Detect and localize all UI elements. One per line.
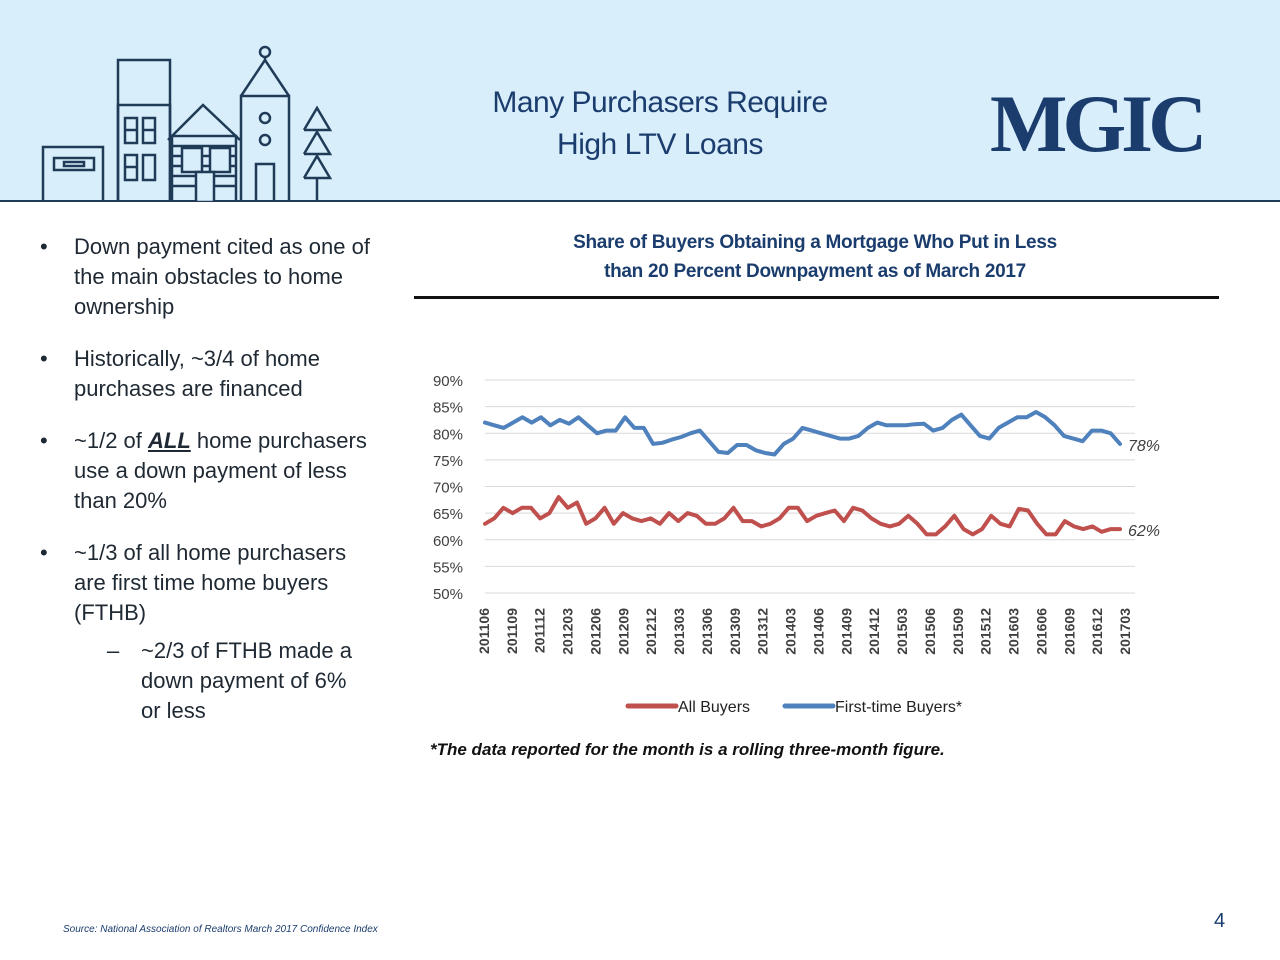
chart-header-line-1: Share of Buyers Obtaining a Mortgage Who…	[573, 232, 1057, 253]
series-end-label: 62%	[1128, 523, 1160, 540]
bullet-item: • ~1/3 of all home purchasers are first …	[40, 538, 370, 726]
bullet-item: • Historically, ~3/4 of home purchases a…	[40, 344, 370, 404]
bullet-text-pre: ~1/2 of	[74, 428, 149, 453]
y-tick-label: 50%	[433, 586, 463, 603]
title-line-2: High LTV Loans	[557, 128, 763, 161]
sub-bullet-item: – ~2/3 of FTHB made a down payment of 6%…	[74, 636, 370, 726]
houses-illustration-icon	[41, 45, 333, 202]
x-tick-label: 201609	[1061, 608, 1077, 655]
x-tick-label: 201506	[922, 608, 938, 655]
legend-label: First-time Buyers*	[835, 699, 962, 716]
x-tick-label: 201109	[504, 608, 520, 654]
legend-label: All Buyers	[678, 699, 750, 716]
sub-bullet-marker: –	[107, 638, 120, 663]
y-tick-label: 75%	[433, 453, 463, 470]
x-tick-label: 201703	[1117, 608, 1133, 655]
chart-divider	[414, 296, 1219, 299]
y-tick-label: 55%	[433, 559, 463, 576]
bullet-item: • ~1/2 of ALL home purchasers use a down…	[40, 426, 370, 516]
series-end-label: 78%	[1128, 438, 1160, 455]
page-title: Many Purchasers Require High LTV Loans	[410, 82, 910, 166]
sub-bullet-text: ~2/3 of FTHB made a down payment of 6% o…	[141, 638, 352, 723]
source-note: Source: National Association of Realtors…	[63, 924, 378, 935]
bullet-marker: •	[40, 234, 48, 259]
buyers-line-chart: 90% 85% 80% 75% 70% 65% 60% 55% 50% 201106 201109 2…	[433, 373, 1160, 716]
x-tick-label: 201106	[476, 608, 492, 654]
y-tick-label: 85%	[433, 400, 463, 417]
x-tick-label: 201606	[1033, 608, 1049, 655]
series-line	[483, 410, 1122, 457]
mgic-logo: MGIC	[990, 78, 1207, 169]
title-line-1: Many Purchasers Require	[492, 86, 828, 119]
y-tick-label: 80%	[433, 426, 463, 443]
bullet-item: • Down payment cited as one of the main …	[40, 232, 370, 322]
bullet-text: Historically, ~3/4 of home purchases are…	[74, 346, 320, 401]
series-line	[483, 495, 1122, 537]
x-tick-label: 201403	[783, 608, 799, 655]
x-tick-label: 201603	[1006, 608, 1022, 655]
bullet-list: • Down payment cited as one of the main …	[40, 232, 370, 748]
chart-footnote: *The data reported for the month is a ro…	[430, 740, 945, 759]
x-tick-label: 201312	[755, 608, 771, 655]
x-tick-label: 201209	[615, 608, 631, 655]
x-tick-label: 201112	[532, 608, 548, 653]
bullet-marker: •	[40, 540, 48, 565]
bullet-text: ~1/3 of all home purchasers are first ti…	[74, 540, 347, 625]
x-tick-label: 201509	[950, 608, 966, 655]
x-tick-label: 201306	[699, 608, 715, 655]
y-tick-label: 90%	[433, 373, 463, 390]
y-tick-label: 65%	[433, 506, 463, 523]
chart-header: Share of Buyers Obtaining a Mortgage Who…	[440, 228, 1190, 286]
x-tick-label: 201309	[727, 608, 743, 655]
x-tick-label: 201409	[838, 608, 854, 655]
bullet-text: Down payment cited as one of the main ob…	[74, 234, 370, 319]
x-tick-label: 201206	[587, 608, 603, 655]
y-tick-label: 60%	[433, 533, 463, 550]
bullet-text-post: home purchasers use a down payment of le…	[74, 428, 367, 513]
bullet-emphasis: ALL	[148, 428, 191, 453]
chart-header-line-2: than 20 Percent Downpayment as of March …	[604, 261, 1026, 282]
x-tick-label: 201512	[978, 608, 994, 655]
x-tick-label: 201212	[643, 608, 659, 655]
x-tick-label: 201203	[560, 608, 576, 655]
bullet-marker: •	[40, 428, 48, 453]
x-tick-label: 201406	[810, 608, 826, 655]
x-tick-label: 201503	[894, 608, 910, 655]
bullet-marker: •	[40, 346, 48, 371]
x-tick-label: 201412	[866, 608, 882, 655]
y-tick-label: 70%	[433, 480, 463, 497]
x-tick-label: 201612	[1089, 608, 1105, 655]
page-number: 4	[1214, 910, 1226, 932]
x-tick-label: 201303	[671, 608, 687, 655]
header-banner: Many Purchasers Require High LTV Loans M…	[0, 0, 1280, 202]
